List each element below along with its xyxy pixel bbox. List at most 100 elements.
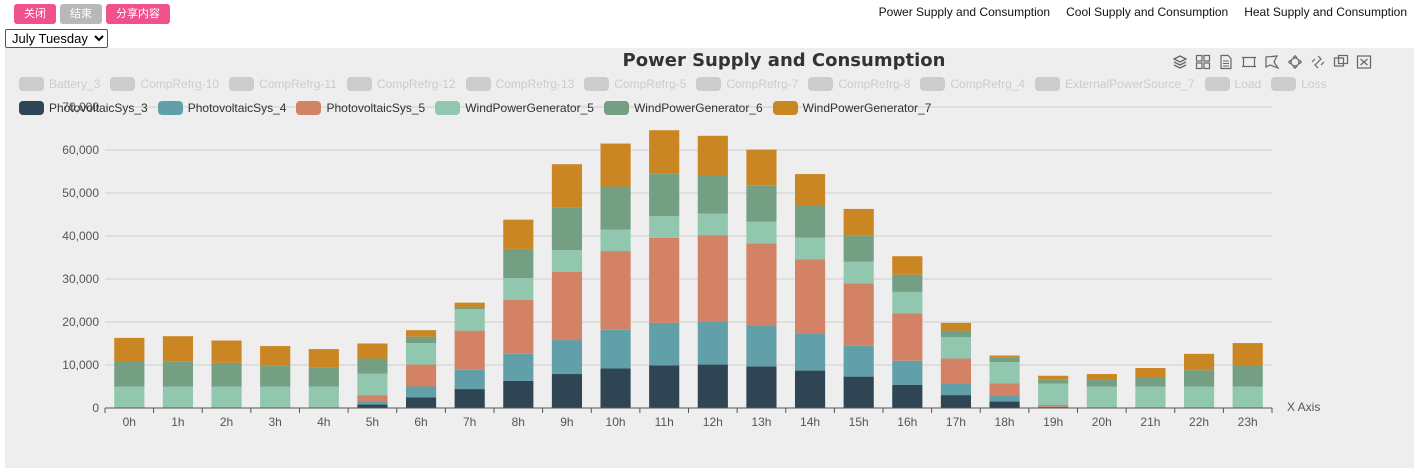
bar-windpowergenerator-6-22h[interactable] [1183,370,1215,387]
legend-item-comprefrg-7[interactable]: CompRefrg-7 [696,77,798,91]
power-supply-link[interactable]: Power Supply and Consumption [878,5,1051,19]
bar-photovoltaicsys-3-12h[interactable] [697,364,728,408]
restore-icon[interactable] [1287,54,1303,70]
bar-windpowergenerator-7-8h[interactable] [503,219,534,249]
bar-windpowergenerator-5-19h[interactable] [1038,383,1069,405]
bar-windpowergenerator-6-2h[interactable] [211,362,242,387]
bar-windpowergenerator-5-22h[interactable] [1183,386,1215,409]
bar-windpowergenerator-6-21h[interactable] [1135,377,1166,387]
bar-windpowergenerator-5-3h[interactable] [260,386,291,409]
bar-photovoltaicsys-5-11h[interactable] [649,237,680,323]
bar-photovoltaicsys-3-8h[interactable] [503,380,534,408]
bar-windpowergenerator-5-16h[interactable] [892,291,923,314]
legend-item-photovoltaicsys-3[interactable]: PhotovoltaicSys_3 [19,101,148,115]
bar-windpowergenerator-7-9h[interactable] [551,164,583,208]
bar-photovoltaicsys-5-16h[interactable] [892,313,923,361]
bar-windpowergenerator-5-8h[interactable] [503,278,534,300]
clear-icon[interactable] [1356,54,1372,70]
legend-item-photovoltaicsys-5[interactable]: PhotovoltaicSys_5 [296,101,425,115]
bar-photovoltaicsys-4-14h[interactable] [794,333,826,371]
bar-photovoltaicsys-5-7h[interactable] [454,330,485,370]
bar-windpowergenerator-6-8h[interactable] [503,248,534,279]
bar-windpowergenerator-6-19h[interactable] [1038,379,1069,384]
bar-photovoltaicsys-5-9h[interactable] [551,271,583,341]
legend-item-photovoltaicsys-4[interactable]: PhotovoltaicSys_4 [157,101,286,115]
bar-windpowergenerator-7-4h[interactable] [308,349,339,368]
bar-windpowergenerator-7-16h[interactable] [892,256,923,275]
bar-windpowergenerator-6-9h[interactable] [551,207,583,251]
bar-windpowergenerator-6-7h[interactable] [454,306,485,310]
bar-photovoltaicsys-3-11h[interactable] [649,365,680,408]
stack-icon[interactable] [1172,54,1188,70]
heat-supply-link[interactable]: Heat Supply and Consumption [1244,5,1407,19]
zoom-icon[interactable] [1241,54,1257,70]
bar-windpowergenerator-6-12h[interactable] [697,174,728,214]
legend-item-battery-3[interactable]: Battery_3 [19,77,100,91]
legend-item-comprefrg-4[interactable]: CompRefrg_4 [920,77,1025,91]
bar-photovoltaicsys-3-7h[interactable] [454,389,485,408]
bar-photovoltaicsys-4-8h[interactable] [503,353,534,381]
bar-photovoltaicsys-3-6h[interactable] [405,397,437,408]
bar-photovoltaicsys-4-16h[interactable] [892,360,923,385]
bar-windpowergenerator-5-17h[interactable] [940,337,972,359]
end-button[interactable]: 结束 [60,4,102,24]
bar-windpowergenerator-6-5h[interactable] [357,358,388,374]
bar-photovoltaicsys-3-10h[interactable] [600,368,631,408]
bar-windpowergenerator-5-1h[interactable] [162,386,194,409]
bar-windpowergenerator-7-7h[interactable] [454,302,485,307]
bar-windpowergenerator-7-3h[interactable] [260,346,291,366]
bar-windpowergenerator-7-18h[interactable] [989,355,1020,358]
bar-photovoltaicsys-5-18h[interactable] [989,383,1020,396]
bar-windpowergenerator-5-2h[interactable] [211,386,242,409]
bar-windpowergenerator-5-12h[interactable] [697,213,728,236]
bar-windpowergenerator-6-14h[interactable] [794,205,826,238]
bar-photovoltaicsys-5-10h[interactable] [600,251,631,330]
bar-windpowergenerator-6-16h[interactable] [892,274,923,292]
bar-photovoltaicsys-5-14h[interactable] [794,259,826,334]
bar-photovoltaicsys-4-18h[interactable] [989,395,1020,402]
bar-photovoltaicsys-3-14h[interactable] [794,370,826,408]
bar-windpowergenerator-7-21h[interactable] [1135,368,1166,378]
legend-item-windpowergenerator-7[interactable]: WindPowerGenerator_7 [772,101,931,115]
bar-photovoltaicsys-4-13h[interactable] [746,325,777,367]
legend-item-comprefrg-10[interactable]: CompRefrg-10 [110,77,219,91]
bar-windpowergenerator-7-15h[interactable] [843,208,874,236]
close-button[interactable]: 关闭 [14,4,56,24]
legend-item-windpowergenerator-6[interactable]: WindPowerGenerator_6 [603,101,763,115]
bar-windpowergenerator-7-2h[interactable] [211,340,242,363]
bar-windpowergenerator-5-4h[interactable] [308,386,339,409]
bar-windpowergenerator-6-0h[interactable] [114,361,145,387]
bar-windpowergenerator-7-20h[interactable] [1086,374,1117,381]
bar-photovoltaicsys-3-15h[interactable] [843,376,874,408]
bar-windpowergenerator-6-3h[interactable] [260,365,291,387]
bar-photovoltaicsys-5-6h[interactable] [405,364,437,387]
share-content-button[interactable]: 分享内容 [106,4,170,24]
bar-windpowergenerator-5-18h[interactable] [989,361,1020,384]
bar-windpowergenerator-5-21h[interactable] [1135,386,1166,409]
bar-photovoltaicsys-5-12h[interactable] [697,235,728,322]
legend-item-load[interactable]: Load [1204,77,1261,91]
bar-photovoltaicsys-5-15h[interactable] [843,283,874,346]
tiled-icon[interactable] [1195,54,1211,70]
bar-photovoltaicsys-4-11h[interactable] [649,322,680,366]
bar-windpowergenerator-6-10h[interactable] [600,186,631,230]
bar-photovoltaicsys-4-12h[interactable] [697,321,728,365]
cool-supply-link[interactable]: Cool Supply and Consumption [1066,5,1229,19]
bar-windpowergenerator-7-6h[interactable] [405,330,437,337]
bar-windpowergenerator-5-11h[interactable] [649,216,680,238]
bar-windpowergenerator-7-14h[interactable] [794,174,826,206]
bar-windpowergenerator-5-0h[interactable] [114,386,145,409]
bar-photovoltaicsys-5-5h[interactable] [357,395,388,402]
bar-windpowergenerator-6-6h[interactable] [405,336,437,344]
bar-windpowergenerator-6-17h[interactable] [940,330,972,338]
bar-photovoltaicsys-3-9h[interactable] [551,374,583,408]
legend-item-comprefrg-13[interactable]: CompRefrg-13 [465,77,574,91]
bar-photovoltaicsys-4-10h[interactable] [600,329,631,369]
bar-photovoltaicsys-5-17h[interactable] [940,358,972,384]
bar-windpowergenerator-5-5h[interactable] [357,373,388,396]
bar-windpowergenerator-7-19h[interactable] [1038,375,1069,380]
legend-item-comprefrg-12[interactable]: CompRefrg-12 [346,77,456,91]
bar-windpowergenerator-7-11h[interactable] [649,130,680,174]
bar-windpowergenerator-7-10h[interactable] [600,143,631,187]
bar-windpowergenerator-7-12h[interactable] [697,135,728,175]
